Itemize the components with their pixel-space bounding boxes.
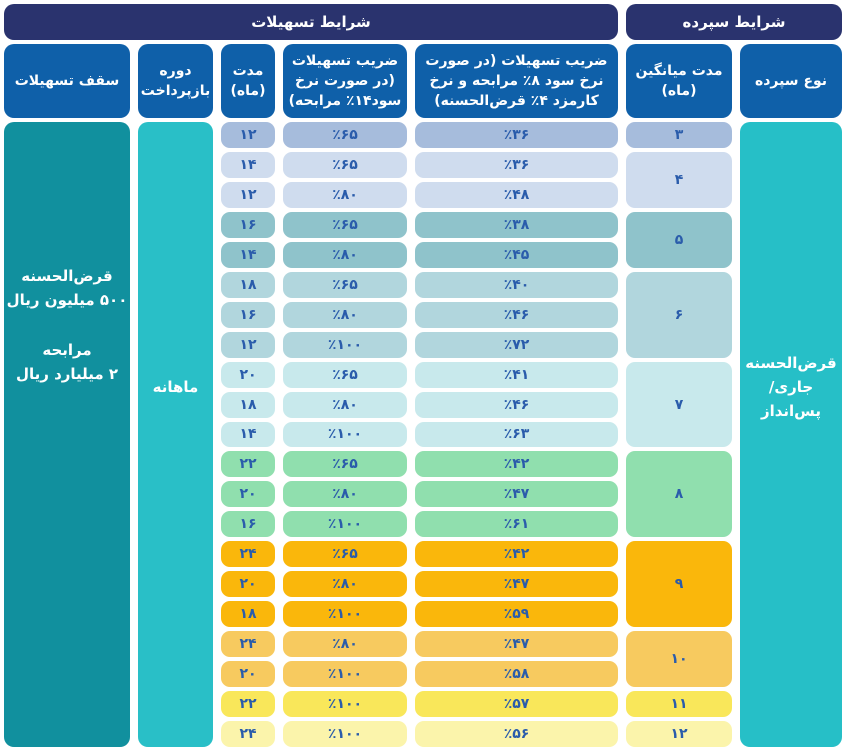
col-header-avg-duration: مدت میانگین (ماه) — [626, 44, 732, 118]
duration-cell: ۲۲ — [221, 691, 275, 718]
ratio-14pct-cell: ٪۶۵ — [283, 541, 407, 568]
duration-cell: ۱۲ — [221, 331, 275, 358]
duration-cell: ۲۰ — [221, 571, 275, 598]
ratio-8pct-cell: ٪۴۷ — [415, 481, 618, 508]
duration-cell: ۲۴ — [221, 631, 275, 658]
ratio-8pct-cell: ٪۴۶ — [415, 391, 618, 418]
rates-table: شرایط تسهیلات شرایط سپرده نوع سپرده مدت … — [4, 4, 842, 747]
ratio-8pct-cell: ٪۴۱ — [415, 361, 618, 388]
ratio-14pct-cell: ٪۸۰ — [283, 181, 407, 208]
ratio-14pct-cell: ٪۱۰۰ — [283, 661, 407, 688]
ratio-14pct-cell: ٪۱۰۰ — [283, 421, 407, 448]
ratio-14pct-cell: ٪۸۰ — [283, 301, 407, 328]
col-header-repayment-period: دوره بازپرداخت — [138, 44, 213, 118]
duration-cell: ۱۸ — [221, 601, 275, 628]
duration-cell: ۱۶ — [221, 301, 275, 328]
facility-ceiling-cell: قرض‌الحسنه ۵۰۰ میلیون ریال مرابحه ۲ میلی… — [4, 122, 130, 747]
ratio-8pct-cell: ٪۶۱ — [415, 511, 618, 538]
col-header-deposit-type: نوع سپرده — [740, 44, 842, 118]
avg-duration-group-cell: ۷ — [626, 361, 732, 448]
ratio-8pct-cell: ٪۴۸ — [415, 181, 618, 208]
ratio-8pct-cell: ٪۴۲ — [415, 451, 618, 478]
deposit-type-cell: قرض‌الحسنه جاری/پس‌انداز — [740, 122, 842, 747]
duration-cell: ۲۰ — [221, 361, 275, 388]
ratio-8pct-cell: ٪۳۸ — [415, 211, 618, 238]
ratio-14pct-cell: ٪۶۵ — [283, 271, 407, 298]
avg-duration-group-cell: ۶ — [626, 271, 732, 358]
ratio-8pct-cell: ٪۵۸ — [415, 661, 618, 688]
ratio-14pct-cell: ٪۸۰ — [283, 241, 407, 268]
avg-duration-group-cell: ۱۰ — [626, 631, 732, 688]
duration-cell: ۱۴ — [221, 151, 275, 178]
repayment-period-cell: ماهانه — [138, 122, 213, 747]
ratio-14pct-cell: ٪۸۰ — [283, 571, 407, 598]
ratio-14pct-cell: ٪۱۰۰ — [283, 601, 407, 628]
ratio-14pct-cell: ٪۸۰ — [283, 481, 407, 508]
facility-ceiling-qarz-text: قرض‌الحسنه ۵۰۰ میلیون ریال — [6, 266, 128, 309]
duration-cell: ۲۲ — [221, 451, 275, 478]
ratio-14pct-cell: ٪۶۵ — [283, 151, 407, 178]
avg-duration-group-cell: ۱۲ — [626, 721, 732, 747]
deposit-conditions-header: شرایط سپرده — [626, 4, 842, 40]
duration-cell: ۲۰ — [221, 661, 275, 688]
ratio-8pct-cell: ٪۵۶ — [415, 721, 618, 747]
duration-cell: ۱۲ — [221, 181, 275, 208]
ratio-8pct-cell: ٪۵۹ — [415, 601, 618, 628]
facility-ceiling-morabaha-text: مرابحه ۲ میلیارد ریال — [15, 340, 119, 383]
avg-duration-group-cell: ۳ — [626, 122, 732, 148]
ratio-14pct-cell: ٪۱۰۰ — [283, 691, 407, 718]
ratio-14pct-cell: ٪۱۰۰ — [283, 511, 407, 538]
duration-cell: ۱۲ — [221, 122, 275, 148]
ratio-14pct-cell: ٪۶۵ — [283, 361, 407, 388]
duration-cell: ۲۴ — [221, 721, 275, 747]
ratio-14pct-cell: ٪۱۰۰ — [283, 331, 407, 358]
ratio-8pct-cell: ٪۴۲ — [415, 541, 618, 568]
ratio-8pct-cell: ٪۳۶ — [415, 151, 618, 178]
duration-cell: ۱۸ — [221, 391, 275, 418]
duration-cell: ۱۶ — [221, 211, 275, 238]
ratio-8pct-cell: ٪۳۶ — [415, 122, 618, 148]
avg-duration-group-cell: ۱۱ — [626, 691, 732, 718]
col-header-facility-ceiling: سقف تسهیلات — [4, 44, 130, 118]
facilities-conditions-header: شرایط تسهیلات — [4, 4, 618, 40]
avg-duration-group-cell: ۹ — [626, 541, 732, 628]
ratio-8pct-cell: ٪۴۵ — [415, 241, 618, 268]
avg-duration-group-cell: ۴ — [626, 151, 732, 208]
col-header-ratio-8pct: ضریب تسهیلات (در صورت نرخ سود ۸٪ مرابحه … — [415, 44, 618, 118]
duration-cell: ۱۴ — [221, 421, 275, 448]
ratio-14pct-cell: ٪۶۵ — [283, 122, 407, 148]
repayment-period-text: ماهانه — [152, 377, 199, 396]
ratio-8pct-cell: ٪۴۰ — [415, 271, 618, 298]
col-header-ratio-14pct: ضریب تسهیلات (در صورت نرخ سود۱۴٪ مرابحه) — [283, 44, 407, 118]
ratio-8pct-cell: ٪۴۷ — [415, 571, 618, 598]
avg-duration-group-cell: ۸ — [626, 451, 732, 538]
ratio-14pct-cell: ٪۸۰ — [283, 631, 407, 658]
ratio-14pct-cell: ٪۶۵ — [283, 211, 407, 238]
duration-cell: ۲۴ — [221, 541, 275, 568]
duration-cell: ۱۸ — [221, 271, 275, 298]
ratio-8pct-cell: ٪۴۶ — [415, 301, 618, 328]
ratio-14pct-cell: ٪۶۵ — [283, 451, 407, 478]
col-header-duration: مدت (ماه) — [221, 44, 275, 118]
ratio-8pct-cell: ٪۴۷ — [415, 631, 618, 658]
duration-cell: ۱۶ — [221, 511, 275, 538]
duration-cell: ۱۴ — [221, 241, 275, 268]
avg-duration-group-cell: ۵ — [626, 211, 732, 268]
deposit-type-text: قرض‌الحسنه جاری/پس‌انداز — [745, 353, 837, 420]
ratio-8pct-cell: ٪۵۷ — [415, 691, 618, 718]
ratio-8pct-cell: ٪۶۳ — [415, 421, 618, 448]
ratio-14pct-cell: ٪۸۰ — [283, 391, 407, 418]
ratio-14pct-cell: ٪۱۰۰ — [283, 721, 407, 747]
duration-cell: ۲۰ — [221, 481, 275, 508]
ratio-8pct-cell: ٪۷۲ — [415, 331, 618, 358]
